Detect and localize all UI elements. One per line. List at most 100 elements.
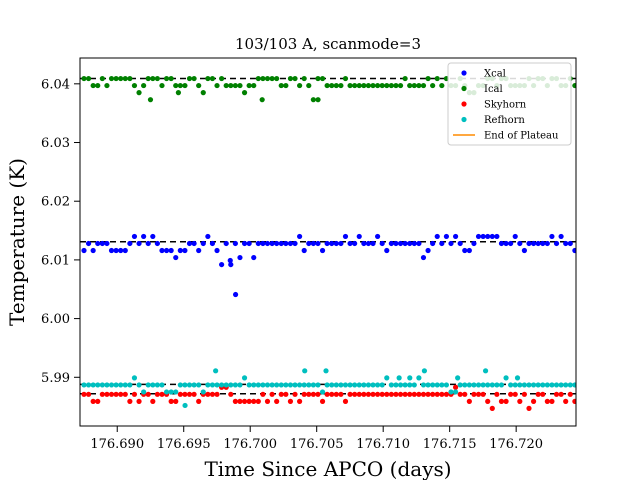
y-tick-label: 6.02 xyxy=(41,195,70,210)
data-point xyxy=(95,382,101,388)
data-point xyxy=(283,240,289,247)
data-point xyxy=(356,391,362,397)
data-point xyxy=(186,391,193,397)
data-point xyxy=(563,398,569,404)
data-point xyxy=(342,233,349,240)
data-point xyxy=(292,240,298,247)
data-point xyxy=(163,247,170,254)
data-point xyxy=(443,233,450,240)
data-point xyxy=(535,240,541,247)
data-point xyxy=(150,382,156,388)
data-point xyxy=(145,382,151,388)
data-point xyxy=(255,75,261,82)
data-point xyxy=(471,391,477,397)
data-point xyxy=(287,398,294,404)
data-point xyxy=(310,391,316,397)
data-point xyxy=(310,97,316,103)
data-point xyxy=(278,382,284,388)
data-point xyxy=(567,382,573,388)
data-point xyxy=(150,398,156,404)
data-point xyxy=(352,82,358,89)
data-point xyxy=(393,382,399,388)
data-point xyxy=(572,247,576,254)
data-point xyxy=(319,398,326,404)
data-point xyxy=(264,382,271,388)
data-point xyxy=(168,398,174,404)
data-point xyxy=(108,75,115,82)
data-point xyxy=(494,233,500,240)
data-point xyxy=(118,391,124,397)
x-tick-label: 176.690 xyxy=(90,437,144,452)
data-point xyxy=(430,240,436,247)
data-point xyxy=(108,382,115,388)
data-point xyxy=(122,75,128,82)
y-tick-label: 6.00 xyxy=(41,312,70,327)
data-point xyxy=(402,391,408,397)
data-point xyxy=(549,233,555,240)
data-point xyxy=(214,382,220,388)
data-point xyxy=(251,254,257,261)
data-point xyxy=(324,382,330,388)
data-point xyxy=(251,382,257,388)
data-point xyxy=(319,389,326,395)
data-point xyxy=(466,247,472,254)
data-point xyxy=(186,240,193,247)
data-point xyxy=(388,391,394,397)
data-point xyxy=(397,240,404,247)
data-point xyxy=(530,240,537,247)
x-tick-label: 176.720 xyxy=(489,437,543,452)
data-point xyxy=(466,398,472,404)
data-point xyxy=(567,391,573,397)
data-point xyxy=(232,398,238,404)
data-point xyxy=(526,405,532,411)
data-point xyxy=(301,247,307,254)
data-point xyxy=(292,75,298,82)
data-point xyxy=(338,82,344,89)
data-point xyxy=(104,382,110,388)
data-point xyxy=(333,240,339,247)
data-point xyxy=(131,233,138,240)
data-point xyxy=(150,233,156,240)
data-point xyxy=(237,82,243,89)
data-point xyxy=(315,75,321,82)
data-point xyxy=(324,82,330,89)
data-point xyxy=(416,391,422,397)
x-tick-label: 176.715 xyxy=(423,437,477,452)
legend-marker xyxy=(461,101,467,107)
data-point xyxy=(329,82,335,89)
data-point xyxy=(393,391,399,397)
data-point xyxy=(416,375,422,381)
data-point xyxy=(209,75,216,82)
data-point xyxy=(448,240,454,247)
data-point xyxy=(241,90,248,96)
data-point xyxy=(508,382,514,388)
data-point xyxy=(455,375,461,381)
data-point xyxy=(379,391,385,397)
y-tick-label: 6.04 xyxy=(41,77,70,92)
data-point xyxy=(370,240,376,247)
data-point xyxy=(246,240,252,247)
data-point xyxy=(95,240,101,247)
data-point xyxy=(182,247,188,254)
data-point xyxy=(411,82,417,89)
data-point xyxy=(379,382,385,388)
data-point xyxy=(113,382,119,388)
data-point xyxy=(333,391,339,397)
data-point xyxy=(384,375,390,381)
data-point xyxy=(407,391,413,397)
data-point xyxy=(104,391,110,397)
data-point xyxy=(99,391,105,397)
data-point xyxy=(356,233,362,240)
data-point xyxy=(269,382,275,388)
data-point xyxy=(397,82,404,89)
data-point xyxy=(292,382,298,388)
data-point xyxy=(99,240,105,247)
data-point xyxy=(131,82,138,89)
data-point xyxy=(136,382,142,388)
data-point xyxy=(420,382,427,388)
data-point xyxy=(498,382,505,388)
data-point xyxy=(196,82,202,89)
data-point xyxy=(319,75,326,82)
data-point xyxy=(393,240,399,247)
data-point xyxy=(260,382,266,388)
